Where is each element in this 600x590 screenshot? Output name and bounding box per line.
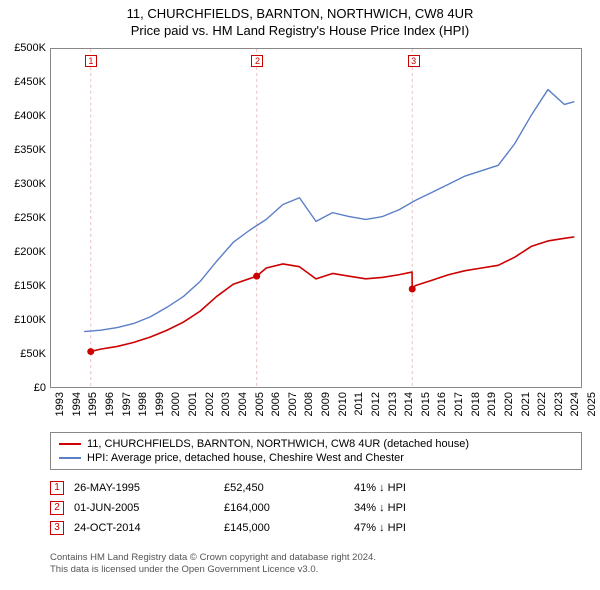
sales-row: 2 01-JUN-2005 £164,000 34% ↓ HPI (50, 498, 582, 518)
x-tick-label: 2004 (237, 392, 249, 422)
legend-label-property: 11, CHURCHFIELDS, BARNTON, NORTHWICH, CW… (87, 438, 469, 450)
sales-row: 1 26-MAY-1995 £52,450 41% ↓ HPI (50, 478, 582, 498)
legend-row-hpi: HPI: Average price, detached house, Ches… (59, 451, 573, 465)
sales-row-pct: 34% ↓ HPI (354, 502, 474, 514)
x-tick-label: 2014 (403, 392, 415, 422)
x-tick-label: 1994 (71, 392, 83, 422)
x-tick-label: 2000 (170, 392, 182, 422)
x-tick-label: 2022 (536, 392, 548, 422)
x-tick-label: 2012 (370, 392, 382, 422)
sales-row-date: 01-JUN-2005 (74, 502, 214, 514)
chart-container: 11, CHURCHFIELDS, BARNTON, NORTHWICH, CW… (0, 0, 600, 590)
legend-label-hpi: HPI: Average price, detached house, Ches… (87, 452, 404, 464)
y-tick-label: £300K (2, 178, 46, 190)
footer-line-1: Contains HM Land Registry data © Crown c… (50, 552, 582, 564)
sales-row: 3 24-OCT-2014 £145,000 47% ↓ HPI (50, 518, 582, 538)
x-tick-label: 1996 (104, 392, 116, 422)
sales-row-price: £145,000 (224, 522, 344, 534)
x-tick-label: 1995 (87, 392, 99, 422)
x-tick-label: 2018 (470, 392, 482, 422)
y-tick-label: £350K (2, 144, 46, 156)
sales-row-date: 24-OCT-2014 (74, 522, 214, 534)
sales-row-price: £164,000 (224, 502, 344, 514)
x-tick-label: 2019 (486, 392, 498, 422)
x-tick-label: 2001 (187, 392, 199, 422)
x-tick-label: 2020 (503, 392, 515, 422)
series-property_price (91, 237, 575, 352)
y-tick-label: £0 (2, 382, 46, 394)
x-tick-label: 2010 (337, 392, 349, 422)
x-tick-label: 2006 (270, 392, 282, 422)
sales-row-pct: 47% ↓ HPI (354, 522, 474, 534)
y-tick-label: £200K (2, 246, 46, 258)
x-tick-label: 2021 (520, 392, 532, 422)
chart-plot-area: 1 2 3 (50, 48, 582, 388)
sales-row-price: £52,450 (224, 482, 344, 494)
x-tick-label: 2011 (353, 392, 365, 422)
sale-marker-1: 1 (85, 55, 97, 67)
sale-dot-3 (409, 286, 416, 293)
legend-swatch-property (59, 443, 81, 445)
title-line-2: Price paid vs. HM Land Registry's House … (0, 23, 600, 38)
sale-dot-2 (253, 273, 260, 280)
x-tick-label: 1993 (54, 392, 66, 422)
y-tick-label: £450K (2, 76, 46, 88)
chart-svg (51, 49, 581, 387)
x-tick-label: 1998 (137, 392, 149, 422)
footer-line-2: This data is licensed under the Open Gov… (50, 564, 582, 576)
x-tick-label: 1999 (154, 392, 166, 422)
legend: 11, CHURCHFIELDS, BARNTON, NORTHWICH, CW… (50, 432, 582, 470)
legend-row-property: 11, CHURCHFIELDS, BARNTON, NORTHWICH, CW… (59, 437, 573, 451)
x-tick-label: 2023 (553, 392, 565, 422)
x-tick-label: 2008 (303, 392, 315, 422)
y-tick-label: £500K (2, 42, 46, 54)
footer-attribution: Contains HM Land Registry data © Crown c… (50, 552, 582, 577)
x-tick-label: 2005 (254, 392, 266, 422)
x-tick-label: 2013 (387, 392, 399, 422)
sales-row-date: 26-MAY-1995 (74, 482, 214, 494)
x-tick-label: 2003 (220, 392, 232, 422)
title-line-1: 11, CHURCHFIELDS, BARNTON, NORTHWICH, CW… (0, 6, 600, 21)
y-tick-label: £100K (2, 314, 46, 326)
y-tick-label: £400K (2, 110, 46, 122)
sales-row-marker: 2 (50, 501, 64, 515)
sales-table: 1 26-MAY-1995 £52,450 41% ↓ HPI 2 01-JUN-2005… (50, 478, 582, 538)
y-tick-label: £50K (2, 348, 46, 360)
x-tick-label: 2007 (287, 392, 299, 422)
x-tick-label: 1997 (121, 392, 133, 422)
x-tick-label: 2009 (320, 392, 332, 422)
x-tick-label: 2016 (436, 392, 448, 422)
y-tick-label: £250K (2, 212, 46, 224)
title-block: 11, CHURCHFIELDS, BARNTON, NORTHWICH, CW… (0, 0, 600, 40)
y-tick-label: £150K (2, 280, 46, 292)
x-tick-label: 2025 (586, 392, 598, 422)
sales-row-marker: 3 (50, 521, 64, 535)
sale-marker-3: 3 (408, 55, 420, 67)
x-tick-label: 2015 (420, 392, 432, 422)
sale-dot-1 (87, 348, 94, 355)
legend-swatch-hpi (59, 457, 81, 459)
sales-row-pct: 41% ↓ HPI (354, 482, 474, 494)
x-tick-label: 2002 (204, 392, 216, 422)
series-hpi (84, 90, 574, 332)
sales-row-marker: 1 (50, 481, 64, 495)
x-tick-label: 2017 (453, 392, 465, 422)
x-tick-label: 2024 (569, 392, 581, 422)
sale-marker-2: 2 (251, 55, 263, 67)
